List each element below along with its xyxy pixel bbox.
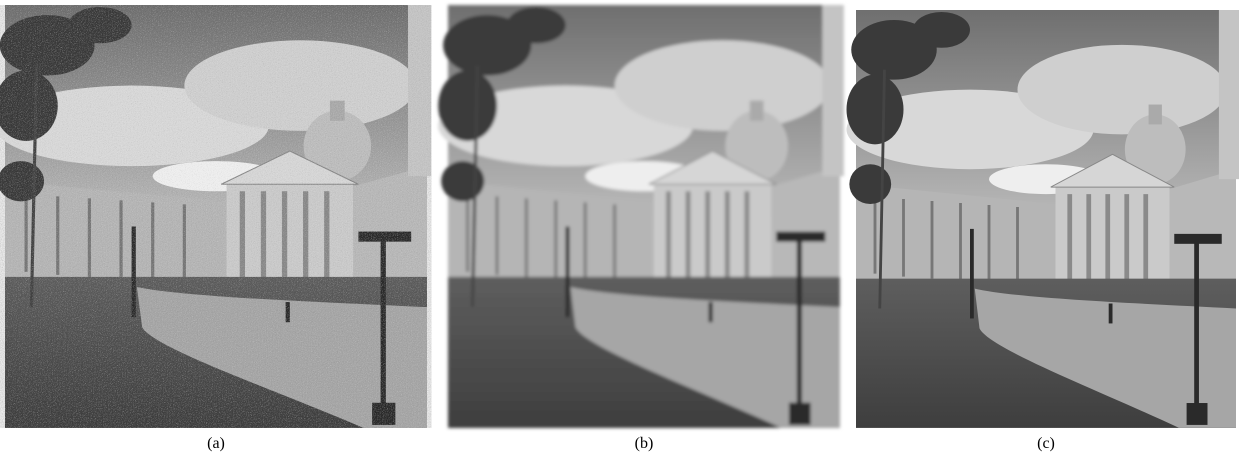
- panel-c-image: [847, 10, 1239, 428]
- caption: (c): [1037, 435, 1055, 452]
- figure: (a) (b) (c): [0, 0, 1239, 456]
- panel-b-image: [438, 5, 844, 428]
- panel-a-image: [0, 5, 431, 428]
- caption: (b): [635, 435, 654, 452]
- caption: (a): [207, 435, 225, 452]
